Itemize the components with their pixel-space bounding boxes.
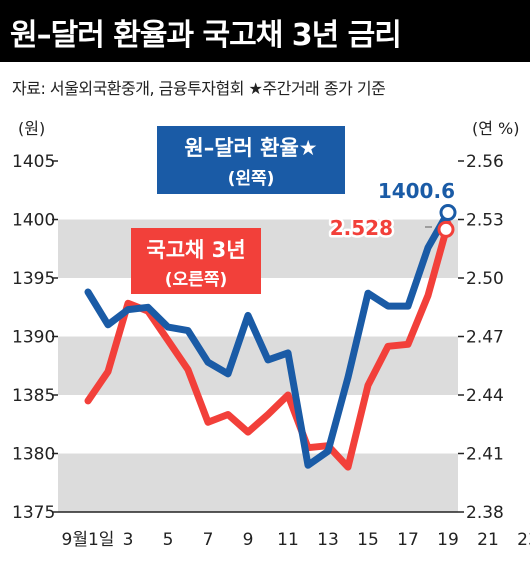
left-axis-tick-label: 1395 xyxy=(12,269,55,289)
fx-end-marker xyxy=(439,203,457,221)
bond-end-marker xyxy=(437,220,455,238)
left-axis-tick-label: 1390 xyxy=(12,328,55,348)
bond-legend-sub: (오른쪽) xyxy=(165,270,227,290)
x-axis-tick-label: 7 xyxy=(203,530,214,550)
right-axis-unit-label: (연 %) xyxy=(472,119,520,138)
x-axis-tick-label: 9 xyxy=(243,530,254,550)
x-axis-tick-label: 15 xyxy=(357,530,379,550)
bond-legend-name: 국고채 3년 xyxy=(146,238,245,262)
band-stripe xyxy=(58,453,458,512)
x-axis-tick-label: 5 xyxy=(163,530,174,550)
right-axis-tick-label: 2.41 xyxy=(466,445,504,465)
source-note: 자료: 서울외국환중개, 금융투자협회 ★주간거래 종가 기준 xyxy=(12,79,386,98)
right-axis-tick-label: 2.56 xyxy=(466,152,504,172)
series-line-fx-rate xyxy=(84,209,452,469)
x-axis-tick-label: 17 xyxy=(397,530,419,550)
left-axis-tick-label: 1400 xyxy=(12,211,55,231)
x-axis-tick-label: 19 xyxy=(437,530,459,550)
x-axis-tick-label: 23 xyxy=(517,530,530,550)
bond-legend-box xyxy=(131,228,261,294)
chart-title: 원–달러 환율과 국고채 3년 금리 xyxy=(10,18,402,53)
fx-legend-box xyxy=(157,126,345,194)
right-axis-tick-label: 2.53 xyxy=(466,211,504,231)
left-axis-unit-label: (원) xyxy=(18,119,45,138)
fx-legend-name: 원–달러 환율★ xyxy=(184,136,317,160)
fx-end-value-label: 1400.6 xyxy=(378,179,455,203)
bond-end-value-label: 2.528 xyxy=(330,216,393,240)
x-axis-tick-label: 13 xyxy=(317,530,339,550)
left-axis-tick-label: 1385 xyxy=(12,386,55,406)
x-axis-tick-label: 3 xyxy=(123,530,134,550)
x-axis-tick-label: 11 xyxy=(277,530,299,550)
right-axis-tick-label: 2.50 xyxy=(466,269,504,289)
fx-legend-sub: (왼쪽) xyxy=(228,169,275,189)
left-axis-tick-label: 1380 xyxy=(12,445,55,465)
right-axis-tick-label: 2.44 xyxy=(466,386,504,406)
right-axis-tick-label: 2.38 xyxy=(466,503,504,523)
left-axis-tick-label: 1375 xyxy=(12,503,55,523)
right-axis-tick-label: 2.47 xyxy=(466,328,504,348)
left-axis-tick-label: 1405 xyxy=(12,152,55,172)
x-axis-tick-label: 9월1일 xyxy=(62,530,115,550)
x-axis-tick-label: 21 xyxy=(477,530,499,550)
title-bar: 원–달러 환율과 국고채 3년 금리 xyxy=(0,0,530,62)
